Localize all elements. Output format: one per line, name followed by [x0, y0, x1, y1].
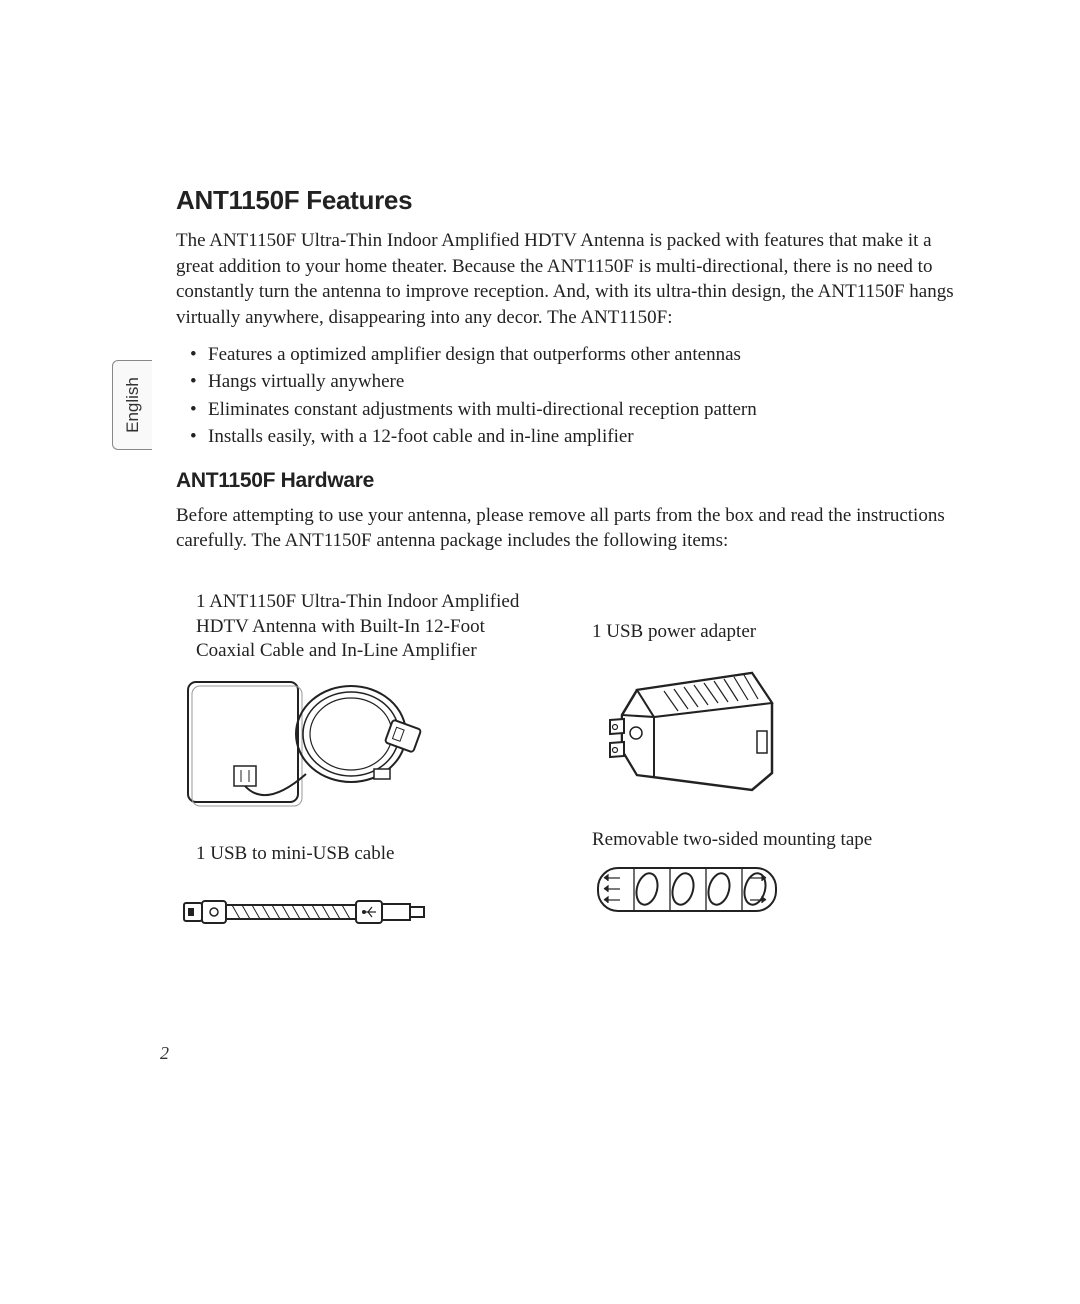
features-intro: The ANT1150F Ultra-Thin Indoor Amplified…: [176, 228, 960, 331]
hardware-heading: ANT1150F Hardware: [176, 469, 960, 493]
hardware-grid: 1 ANT1150F Ultra-Thin Indoor Amplified H…: [176, 590, 960, 975]
features-list: Features a optimized amplifier design th…: [190, 341, 960, 451]
feature-item: Eliminates constant adjustments with mul…: [190, 396, 960, 424]
page-number: 2: [160, 1043, 169, 1064]
usb-cable-label: 1 USB to mini-USB cable: [176, 842, 544, 867]
antenna-label: 1 ANT1150F Ultra-Thin Indoor Amplified H…: [176, 590, 544, 664]
tape-label: Removable two-sided mounting tape: [592, 828, 960, 853]
feature-item: Hangs virtually anywhere: [190, 368, 960, 396]
hardware-intro: Before attempting to use your antenna, p…: [176, 503, 960, 554]
manual-page: English ANT1150F Features The ANT1150F U…: [0, 0, 1080, 1304]
hardware-right-col: 1 USB power adapter: [592, 590, 960, 975]
power-adapter-label: 1 USB power adapter: [592, 620, 960, 645]
usb-cable-item: 1 USB to mini-USB cable: [176, 842, 544, 947]
features-heading: ANT1150F Features: [176, 185, 960, 216]
antenna-illustration: [176, 674, 544, 814]
feature-item: Features a optimized amplifier design th…: [190, 341, 960, 369]
feature-item: Installs easily, with a 12-foot cable an…: [190, 423, 960, 451]
power-adapter-item: 1 USB power adapter: [592, 620, 960, 800]
language-label: English: [123, 377, 143, 433]
power-adapter-illustration: [592, 655, 960, 800]
tape-illustration: [592, 862, 960, 917]
tape-item: Removable two-sided mounting tape: [592, 828, 960, 918]
antenna-item: 1 ANT1150F Ultra-Thin Indoor Amplified H…: [176, 590, 544, 814]
usb-cable-illustration: [176, 877, 544, 947]
language-tab: English: [112, 360, 152, 450]
hardware-left-col: 1 ANT1150F Ultra-Thin Indoor Amplified H…: [176, 590, 544, 975]
